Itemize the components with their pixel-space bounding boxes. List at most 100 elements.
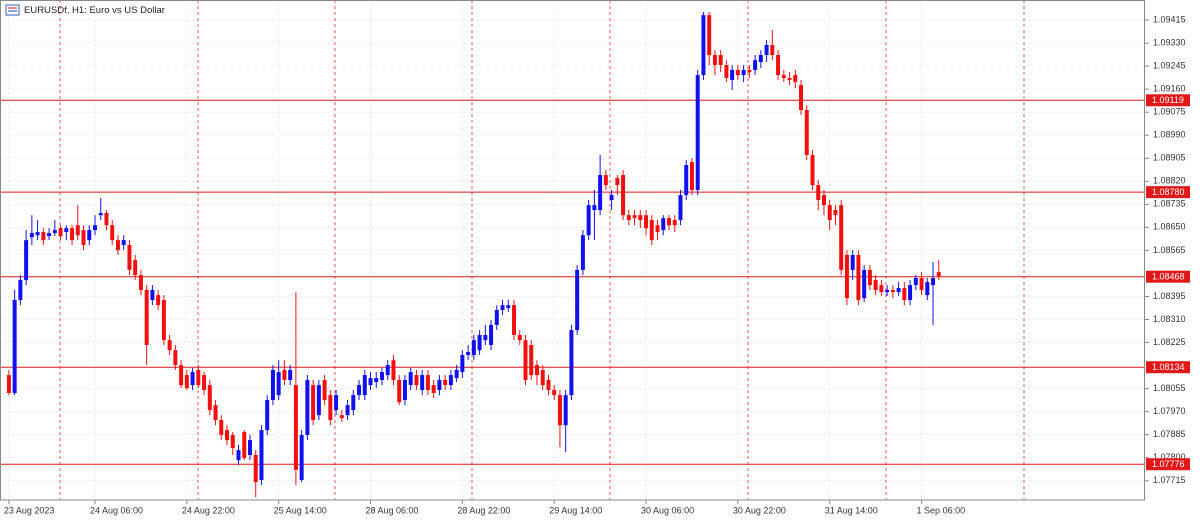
y-tick-label: 1.08395 bbox=[1153, 291, 1186, 301]
candle-body bbox=[437, 379, 442, 390]
candle-body bbox=[391, 360, 396, 380]
candle-body bbox=[879, 285, 884, 293]
candle-body bbox=[351, 395, 356, 411]
candle-body bbox=[41, 231, 46, 241]
candle-body bbox=[764, 44, 769, 56]
y-tick-label: 1.08565 bbox=[1153, 245, 1186, 255]
chart-title: EURUSDf, H1: Euro vs US Dollar bbox=[24, 5, 165, 16]
candle-body bbox=[615, 178, 620, 186]
price-level-label: 1.08468 bbox=[1152, 272, 1185, 282]
x-tick-label: 30 Aug 06:00 bbox=[641, 505, 694, 515]
candle-body bbox=[799, 85, 804, 111]
candle-body bbox=[81, 230, 86, 245]
candle-body bbox=[506, 305, 511, 309]
candle-body bbox=[270, 369, 275, 400]
candle-body bbox=[202, 375, 207, 390]
candle-body bbox=[839, 205, 844, 270]
candle-body bbox=[862, 269, 867, 299]
candle-body bbox=[908, 285, 913, 300]
candle-body bbox=[569, 330, 574, 396]
candle-body bbox=[931, 278, 936, 286]
candle-body bbox=[293, 385, 298, 470]
candle-body bbox=[655, 225, 660, 232]
candle-body bbox=[339, 415, 344, 419]
candle-body bbox=[563, 395, 568, 426]
candle-body bbox=[12, 300, 17, 393]
candle-body bbox=[47, 233, 52, 237]
candle-body bbox=[534, 365, 539, 376]
candle-body bbox=[138, 275, 143, 290]
candle-body bbox=[753, 60, 758, 70]
candle-body bbox=[133, 260, 138, 276]
candle-body bbox=[58, 228, 63, 237]
candle-body bbox=[793, 75, 798, 83]
y-tick-label: 1.09330 bbox=[1153, 37, 1186, 47]
candle-body bbox=[517, 334, 522, 341]
candle-body bbox=[397, 379, 402, 403]
candle-body bbox=[867, 269, 872, 286]
y-tick-label: 1.08225 bbox=[1153, 337, 1186, 347]
candle-body bbox=[322, 379, 327, 400]
x-tick-label: 28 Aug 22:00 bbox=[457, 505, 510, 515]
x-tick-label: 25 Aug 14:00 bbox=[274, 505, 327, 515]
candle-body bbox=[115, 240, 120, 251]
candle-body bbox=[512, 305, 517, 335]
candle-body bbox=[29, 233, 34, 238]
candle-body bbox=[500, 305, 505, 311]
candle-body bbox=[471, 340, 476, 356]
candle-body bbox=[454, 369, 459, 379]
price-level-box bbox=[1146, 270, 1190, 283]
candle-body bbox=[167, 340, 172, 351]
candle-body bbox=[718, 55, 723, 66]
candle-body bbox=[644, 215, 649, 229]
candle-body bbox=[460, 355, 465, 373]
candle-body bbox=[603, 175, 608, 186]
axis-labels: 1.09415 1.09330 1.09245 1.09160 1.09075 1.089… bbox=[4, 14, 1190, 515]
candle-body bbox=[196, 369, 201, 386]
candle-body bbox=[213, 405, 218, 421]
candle-body bbox=[649, 220, 654, 241]
y-tick-label: 1.08055 bbox=[1153, 383, 1186, 393]
candle-body bbox=[144, 289, 149, 345]
candle-body bbox=[179, 365, 184, 386]
candle-body bbox=[207, 385, 212, 411]
candle-body bbox=[540, 369, 545, 386]
candle-body bbox=[902, 288, 907, 300]
candle-body bbox=[816, 185, 821, 200]
x-tick-label: 23 Aug 2023 bbox=[4, 505, 55, 515]
price-level-label: 1.09119 bbox=[1152, 95, 1184, 105]
candle-body bbox=[75, 225, 80, 236]
candle-body bbox=[368, 378, 373, 386]
candle-body bbox=[24, 240, 29, 280]
candle-body bbox=[890, 289, 895, 293]
candle-body bbox=[638, 215, 643, 221]
candle-body bbox=[282, 369, 287, 380]
candle-body bbox=[408, 372, 413, 386]
candle-body bbox=[885, 289, 890, 293]
candle-body bbox=[833, 210, 838, 216]
y-tick-label: 1.07800 bbox=[1153, 452, 1186, 462]
candle-body bbox=[695, 75, 700, 190]
candle-body bbox=[93, 225, 97, 231]
candle-body bbox=[672, 220, 677, 226]
candle-body bbox=[787, 78, 792, 80]
candle-body bbox=[448, 375, 453, 386]
candle-body bbox=[747, 69, 752, 73]
candle-body bbox=[121, 240, 126, 245]
candle-body bbox=[276, 372, 281, 396]
candle-body bbox=[701, 15, 706, 76]
candle-body bbox=[575, 269, 580, 331]
candle-body bbox=[288, 369, 293, 380]
candle-body bbox=[936, 272, 941, 277]
candle-body bbox=[443, 379, 448, 386]
candle-body bbox=[173, 350, 178, 366]
price-level-box bbox=[1146, 361, 1190, 374]
candle-body bbox=[730, 69, 735, 80]
candle-body bbox=[724, 65, 729, 79]
y-tick-label: 1.09075 bbox=[1153, 107, 1186, 117]
candle-body bbox=[345, 405, 350, 416]
levels bbox=[0, 99, 1145, 465]
candle-body bbox=[483, 334, 488, 341]
x-tick-label: 31 Aug 14:00 bbox=[825, 505, 878, 515]
candle-body bbox=[712, 55, 717, 66]
